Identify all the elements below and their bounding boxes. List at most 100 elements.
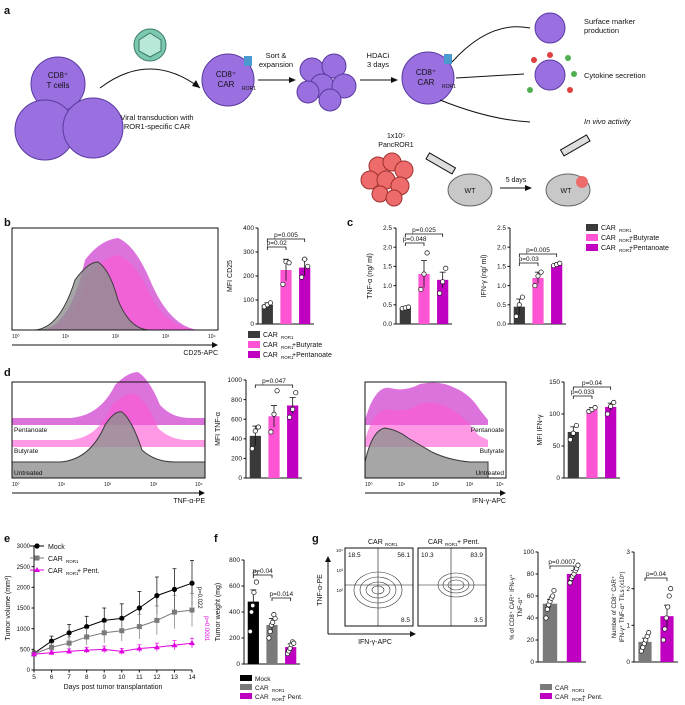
data-point [440, 279, 446, 285]
bar [399, 307, 411, 324]
y-tick-label: 1 [626, 623, 630, 630]
legend-marker-car [34, 555, 40, 561]
y-tick-label: 2.5 [383, 225, 392, 232]
panc-label: 1x10⁵ PancROR1 [378, 133, 414, 149]
data-point [249, 446, 255, 452]
flow1-q-ul: 18.5 [348, 552, 361, 559]
legend-butyrate: +Butyrate [292, 342, 322, 349]
car-cell-sub: ROR1 [242, 86, 256, 92]
significance-bracket [572, 395, 593, 399]
data-point [424, 250, 430, 256]
arrow-head [525, 185, 532, 191]
data-point [136, 624, 142, 630]
y-tick-label: 1000 [17, 627, 31, 633]
legend-pent-sub: ROR1 [272, 697, 285, 702]
x-tick-label: 13 [171, 674, 179, 681]
x-axis-label: Days post tumor transplantation [64, 684, 163, 691]
outcome-arrow-2 [455, 73, 525, 79]
data-point [171, 586, 178, 593]
outcome-1-line2: production [584, 26, 619, 35]
data-point [84, 634, 90, 640]
panel-c-legend: CAR ROR1 CAR ROR1 +Butyrate CAR ROR1 +Pe… [586, 224, 669, 253]
car-receptor-icon [444, 54, 452, 64]
panel-b-legend: CAR ROR1 CAR ROR1 +Butyrate CAR ROR1 +Pe… [248, 331, 332, 360]
data-point [611, 399, 617, 406]
car-cell-label: CD8⁺ CAR [216, 70, 236, 89]
panc-line2: PancROR1 [378, 142, 414, 149]
panel-d-tnf-histogram: Pentanoate Butyrate Untreated 10⁰ 10¹ 10… [11, 372, 206, 505]
data-point [119, 615, 125, 621]
car-cell [201, 53, 255, 107]
flow2-q-lr: 3.5 [474, 617, 483, 624]
x-tick-label: 7 [67, 674, 71, 681]
y-tick-label: 400 [243, 225, 254, 232]
legend-swatch-car [540, 684, 552, 690]
data-point [66, 648, 73, 654]
t-cell [62, 97, 124, 159]
y-axis-label: IFN-γ (ng/ ml) [481, 255, 488, 298]
y-tick-label: 2.0 [497, 244, 506, 251]
legend-marker-pent [34, 567, 40, 572]
outcome-1-line1: Surface marker [584, 17, 636, 26]
mouse-1-label: WT [465, 188, 477, 195]
syringe-icon [425, 152, 457, 175]
data-point [663, 615, 669, 621]
data-point [280, 281, 286, 287]
tumor-on-mouse [576, 176, 588, 188]
y-tick-label: 0 [236, 661, 240, 668]
panel-e-legend: Mock CAR ROR1 CAR ROR1 + Pent. [30, 543, 99, 576]
data-point [573, 422, 579, 429]
legend-mock: Mock [48, 544, 65, 551]
data-point [665, 604, 671, 610]
x-tick-label: 5 [32, 674, 36, 681]
hist-frame [11, 227, 219, 331]
five-days-label: 5 days [506, 177, 527, 184]
hist-tick: 10¹ [398, 482, 406, 488]
y-tick-label: 200 [231, 456, 242, 463]
p-value-label: p=0.005 [274, 232, 298, 239]
legend-swatch-butyrate [248, 341, 260, 348]
panel-d-tnf-bar-chart: 0 200 400 600 800 1000 MFI TNF-α p=0.047 [215, 377, 302, 482]
panel-f-legend: Mock CAR ROR1 CAR ROR1 + Pent. [240, 675, 303, 702]
data-point [290, 406, 296, 412]
data-point [171, 609, 177, 615]
flow2-title-sub: ROR1 [445, 542, 458, 547]
data-point [305, 263, 311, 269]
hist-car [12, 261, 218, 331]
x-tick-label: 6 [50, 674, 54, 681]
outcome-arrow-1 [451, 26, 531, 63]
row-label-butyrate: Butyrate [14, 448, 39, 455]
y-tick-label: 0.0 [497, 321, 506, 328]
y-tick-label: 300 [243, 249, 254, 256]
legend-swatch-butyrate [586, 234, 598, 241]
flow-ytick: 10⁴ [336, 548, 343, 553]
legend-swatch-pentanoate [586, 244, 598, 251]
legend-car: CAR [255, 685, 269, 692]
hist-ticks: 10⁰ 10¹ 10² 10³ 10⁴ [12, 334, 216, 340]
hist-xlabel: IFN-γ-APC [472, 498, 506, 505]
y-tick-label: 80 [527, 571, 535, 578]
data-point [538, 269, 544, 275]
y-tick-label: 400 [229, 609, 240, 616]
data-point [274, 388, 280, 394]
bar [266, 625, 278, 664]
p-value-label: p=0.0001 [203, 616, 209, 642]
y-axis-label: % of CD8⁺ CAR⁺ IFN-γ⁺ TNF-α⁺ [509, 574, 524, 640]
significance-bracket [518, 253, 558, 257]
hist-tick: 10³ [466, 482, 474, 488]
data-point [567, 580, 573, 586]
outcome-2-label: Cytokine secretion [584, 71, 646, 80]
flow2-q-ur: 83.9 [470, 552, 483, 559]
data-point [550, 593, 556, 599]
bar [261, 304, 273, 324]
y-tick-label: 0 [250, 321, 254, 328]
transduction-line2: ROR1-specific CAR [124, 122, 191, 131]
panel-d-ifn-bar-chart: 0 50 100 150 MFI IFN-γ p=0.04 p=0.033 [537, 379, 620, 482]
significance-bracket [266, 238, 306, 242]
row-label-pentanoate: Pentanoate [471, 427, 505, 434]
p-value-label: p=0.02 [267, 240, 287, 247]
bar [532, 277, 544, 324]
significance-bracket [252, 574, 273, 578]
data-point [119, 628, 125, 634]
